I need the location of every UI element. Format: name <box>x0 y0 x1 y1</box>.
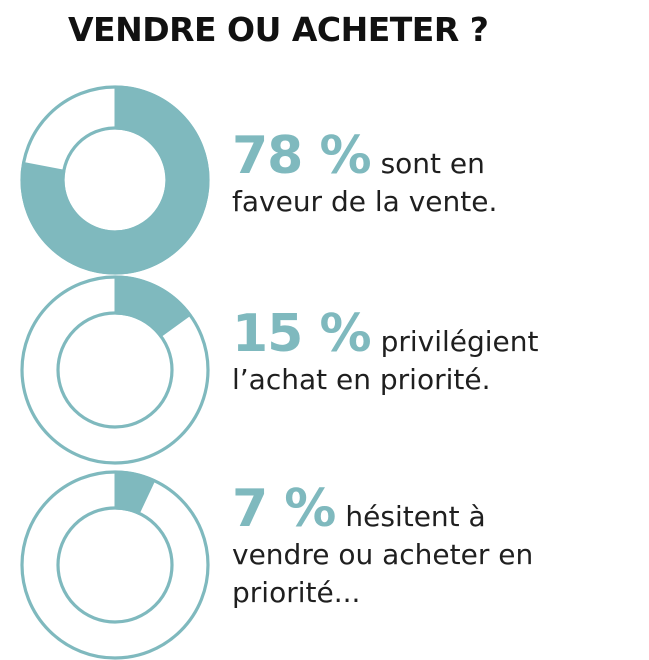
caption-line-1: 78 % sont en <box>232 130 642 183</box>
caption-text: priorité... <box>232 576 361 609</box>
stat-block-hesitate: 7 % hésitent à vendre ou acheter en prior… <box>0 470 649 660</box>
donut-chart-buy <box>20 275 210 465</box>
stat-block-sell: 78 % sont en faveur de la vente. <box>0 85 649 275</box>
caption-text: privilégient <box>380 325 539 358</box>
donut-slice <box>114 275 192 338</box>
caption-line-1: 15 % privilégient <box>232 308 642 361</box>
donut-chart-hesitate <box>20 470 210 660</box>
caption-text: hésitent à <box>345 500 486 533</box>
donut-chart-sell <box>20 85 210 275</box>
stat-caption-sell: 78 % sont en faveur de la vente. <box>232 130 642 221</box>
percent-value: 7 % <box>232 479 336 539</box>
donut-slice <box>114 470 156 515</box>
stat-block-buy: 15 % privilégient l’achat en priorité. <box>0 275 649 465</box>
caption-text: l’achat en priorité. <box>232 363 491 396</box>
donut-inner-ring <box>56 506 174 624</box>
caption-text: vendre ou acheter en <box>232 538 534 571</box>
percent-value: 15 % <box>232 304 372 364</box>
percent-value: 78 % <box>232 126 372 186</box>
stat-caption-hesitate: 7 % hésitent à vendre ou acheter en prior… <box>232 483 642 612</box>
caption-text: sont en <box>380 147 485 180</box>
donut-slice <box>20 85 210 275</box>
caption-line-1: 7 % hésitent à <box>232 483 642 536</box>
page-title: VENDRE OU ACHETER ? <box>68 10 489 49</box>
caption-text: faveur de la vente. <box>232 185 498 218</box>
stat-caption-buy: 15 % privilégient l’achat en priorité. <box>232 308 642 399</box>
